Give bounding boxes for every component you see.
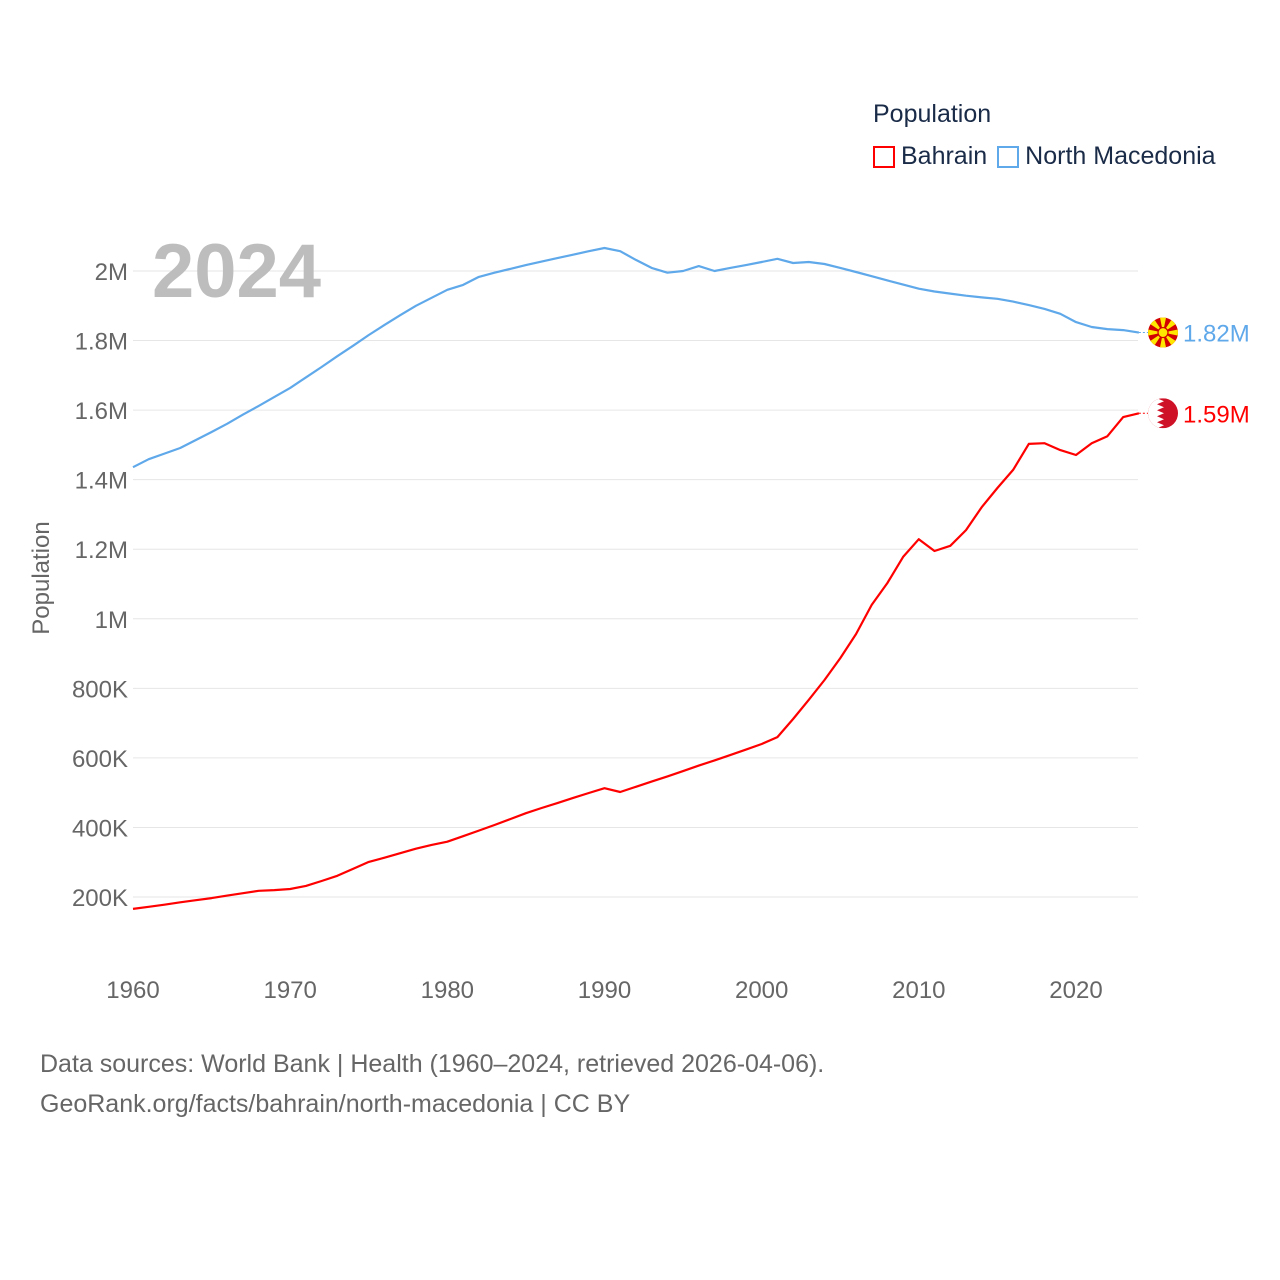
legend-title: Population — [873, 100, 992, 128]
flag-ray — [1159, 332, 1167, 348]
x-tick-label: 1990 — [578, 977, 631, 1004]
data-sources: Data sources: World Bank | Health (1960–… — [40, 1050, 825, 1078]
legend-label: Bahrain — [901, 142, 988, 170]
legend-swatch-north-macedonia — [997, 145, 1020, 168]
series-line-north-macedonia — [132, 246, 1140, 469]
y-tick-label: 1M — [95, 607, 128, 634]
y-tick-label: 1.8M — [75, 329, 128, 356]
year-label: 2024 — [152, 229, 322, 314]
bahrain-flag-icon — [1148, 398, 1178, 429]
y-tick-label: 1.2M — [75, 537, 128, 564]
flag-sun — [1157, 326, 1169, 339]
y-tick-label: 1.4M — [75, 468, 128, 495]
y-tick-label: 1.6M — [75, 398, 128, 425]
y-tick-label: 600K — [72, 746, 128, 773]
footer: Data sources: World Bank | Health (1960–… — [40, 1044, 824, 1124]
y-tick-label: 400K — [72, 815, 128, 842]
legend: Bahrain North Macedonia — [873, 142, 1216, 171]
end-value-label-north-macedonia: 1.82M — [1183, 321, 1250, 348]
legend-item-bahrain[interactable]: Bahrain — [873, 142, 987, 171]
y-tick-label: 800K — [72, 676, 128, 703]
flag-ray — [1163, 328, 1178, 337]
source-link[interactable]: GeoRank.org/facts/bahrain/north-macedoni… — [40, 1090, 631, 1118]
x-tick-label: 1970 — [263, 977, 316, 1004]
x-tick-label: 2010 — [892, 977, 945, 1004]
y-tick-label: 200K — [72, 885, 128, 912]
flag-ray — [1148, 328, 1163, 337]
x-tick-label: 2020 — [1049, 977, 1102, 1004]
legend-label: North Macedonia — [1025, 142, 1216, 170]
legend-swatch-bahrain — [873, 145, 895, 168]
x-tick-label: 2000 — [735, 977, 788, 1004]
legend-item-north-macedonia[interactable]: North Macedonia — [997, 142, 1216, 171]
series-line-bahrain — [132, 412, 1140, 910]
flag-body — [1148, 317, 1178, 348]
end-value-label-bahrain: 1.59M — [1183, 401, 1250, 428]
flag-body — [1148, 398, 1178, 429]
y-axis-label: Population — [28, 521, 55, 635]
flag-ray — [1159, 317, 1167, 333]
flag-white — [1148, 398, 1164, 429]
north-macedonia-flag-icon — [1148, 317, 1178, 348]
y-tick-label: 2M — [95, 259, 128, 286]
x-tick-label: 1960 — [106, 977, 159, 1004]
x-tick-label: 1980 — [421, 977, 474, 1004]
